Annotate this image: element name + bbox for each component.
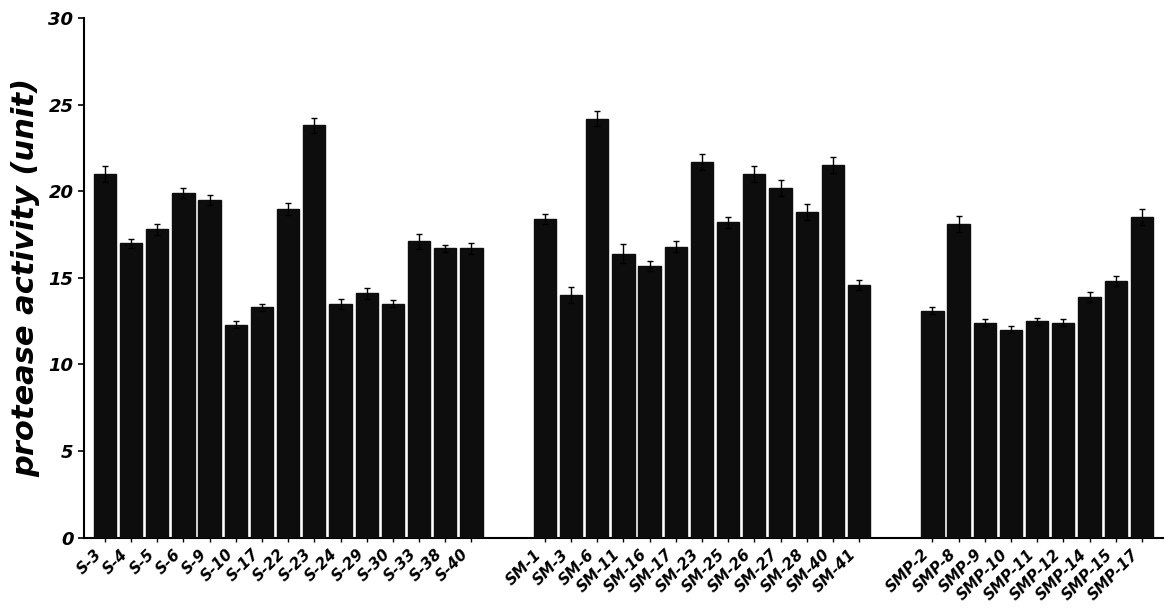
Bar xyxy=(717,222,740,538)
Bar xyxy=(173,193,195,538)
Bar xyxy=(94,174,116,538)
Bar xyxy=(534,219,556,538)
Bar xyxy=(277,209,299,538)
Bar xyxy=(639,266,661,538)
Bar xyxy=(973,323,996,538)
Bar xyxy=(613,254,634,538)
Bar xyxy=(303,125,325,538)
Bar xyxy=(356,293,378,538)
Bar xyxy=(1131,217,1153,538)
Bar xyxy=(330,304,352,538)
Bar xyxy=(1079,297,1101,538)
Bar xyxy=(120,243,142,538)
Bar xyxy=(1052,323,1074,538)
Bar xyxy=(560,295,582,538)
Y-axis label: protease activity (unit): protease activity (unit) xyxy=(11,78,40,478)
Bar xyxy=(146,230,168,538)
Bar xyxy=(460,249,483,538)
Bar xyxy=(664,247,687,538)
Bar xyxy=(407,241,430,538)
Bar xyxy=(796,212,818,538)
Bar xyxy=(769,188,791,538)
Bar xyxy=(743,174,765,538)
Bar xyxy=(382,304,404,538)
Bar xyxy=(922,311,944,538)
Bar xyxy=(1026,321,1048,538)
Bar xyxy=(690,162,713,538)
Bar xyxy=(434,249,457,538)
Bar xyxy=(822,165,844,538)
Bar xyxy=(198,200,221,538)
Bar xyxy=(1000,330,1023,538)
Bar xyxy=(224,325,247,538)
Bar xyxy=(1105,281,1127,538)
Bar xyxy=(947,224,970,538)
Bar xyxy=(848,285,870,538)
Bar xyxy=(251,307,274,538)
Bar xyxy=(586,119,608,538)
